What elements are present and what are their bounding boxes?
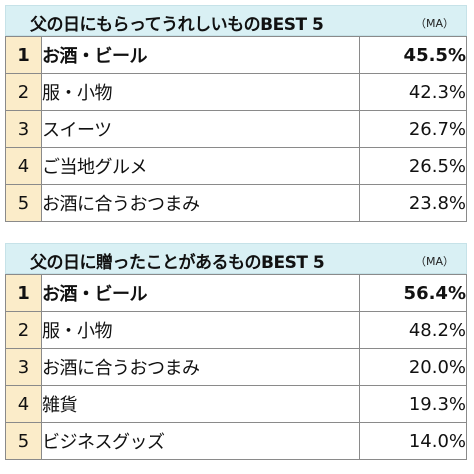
table-row: 2 服・小物 48.2% [5, 311, 467, 349]
item-cell: お酒に合うおつまみ [41, 348, 360, 386]
table-row: 3 お酒に合うおつまみ 20.0% [5, 348, 467, 386]
table-note: （MA） [414, 255, 454, 268]
ranking-table-received: 父の日にもらってうれしいものBEST 5 （MA） 1 お酒・ビール 45.5%… [5, 5, 467, 222]
rank-cell: 3 [5, 110, 42, 148]
value-cell: 20.0% [359, 348, 467, 386]
table-row: 5 ビジネスグッズ 14.0% [5, 422, 467, 460]
rank-cell: 1 [5, 274, 42, 312]
rank-cell: 4 [5, 147, 42, 185]
item-cell: 服・小物 [41, 311, 360, 349]
rank-cell: 5 [5, 422, 42, 460]
ranking-table-given: 父の日に贈ったことがあるものBEST 5 （MA） 1 お酒・ビール 56.4%… [5, 243, 467, 460]
table-row: 1 お酒・ビール 56.4% [5, 274, 467, 312]
value-cell: 26.7% [359, 110, 467, 148]
rank-cell: 2 [5, 311, 42, 349]
table-row: 4 ご当地グルメ 26.5% [5, 147, 467, 185]
table-header: 父の日に贈ったことがあるものBEST 5 （MA） [5, 243, 467, 274]
table-row: 5 お酒に合うおつまみ 23.8% [5, 184, 467, 222]
rank-cell: 5 [5, 184, 42, 222]
value-cell: 56.4% [359, 274, 467, 312]
value-cell: 48.2% [359, 311, 467, 349]
item-cell: お酒に合うおつまみ [41, 184, 360, 222]
table-title: 父の日にもらってうれしいものBEST 5 [30, 15, 324, 35]
table-row: 1 お酒・ビール 45.5% [5, 36, 467, 74]
rank-cell: 4 [5, 385, 42, 423]
table-row: 2 服・小物 42.3% [5, 73, 467, 111]
value-cell: 45.5% [359, 36, 467, 74]
table-row: 4 雑貨 19.3% [5, 385, 467, 423]
item-cell: お酒・ビール [41, 274, 360, 312]
item-cell: 雑貨 [41, 385, 360, 423]
item-cell: お酒・ビール [41, 36, 360, 74]
table-title: 父の日に贈ったことがあるものBEST 5 [30, 253, 325, 273]
rank-cell: 3 [5, 348, 42, 386]
table-header: 父の日にもらってうれしいものBEST 5 （MA） [5, 5, 467, 36]
item-cell: 服・小物 [41, 73, 360, 111]
value-cell: 14.0% [359, 422, 467, 460]
value-cell: 42.3% [359, 73, 467, 111]
value-cell: 23.8% [359, 184, 467, 222]
table-note: （MA） [414, 17, 454, 30]
table-row: 3 スイーツ 26.7% [5, 110, 467, 148]
value-cell: 19.3% [359, 385, 467, 423]
item-cell: スイーツ [41, 110, 360, 148]
item-cell: ご当地グルメ [41, 147, 360, 185]
item-cell: ビジネスグッズ [41, 422, 360, 460]
rank-cell: 1 [5, 36, 42, 74]
rank-cell: 2 [5, 73, 42, 111]
value-cell: 26.5% [359, 147, 467, 185]
